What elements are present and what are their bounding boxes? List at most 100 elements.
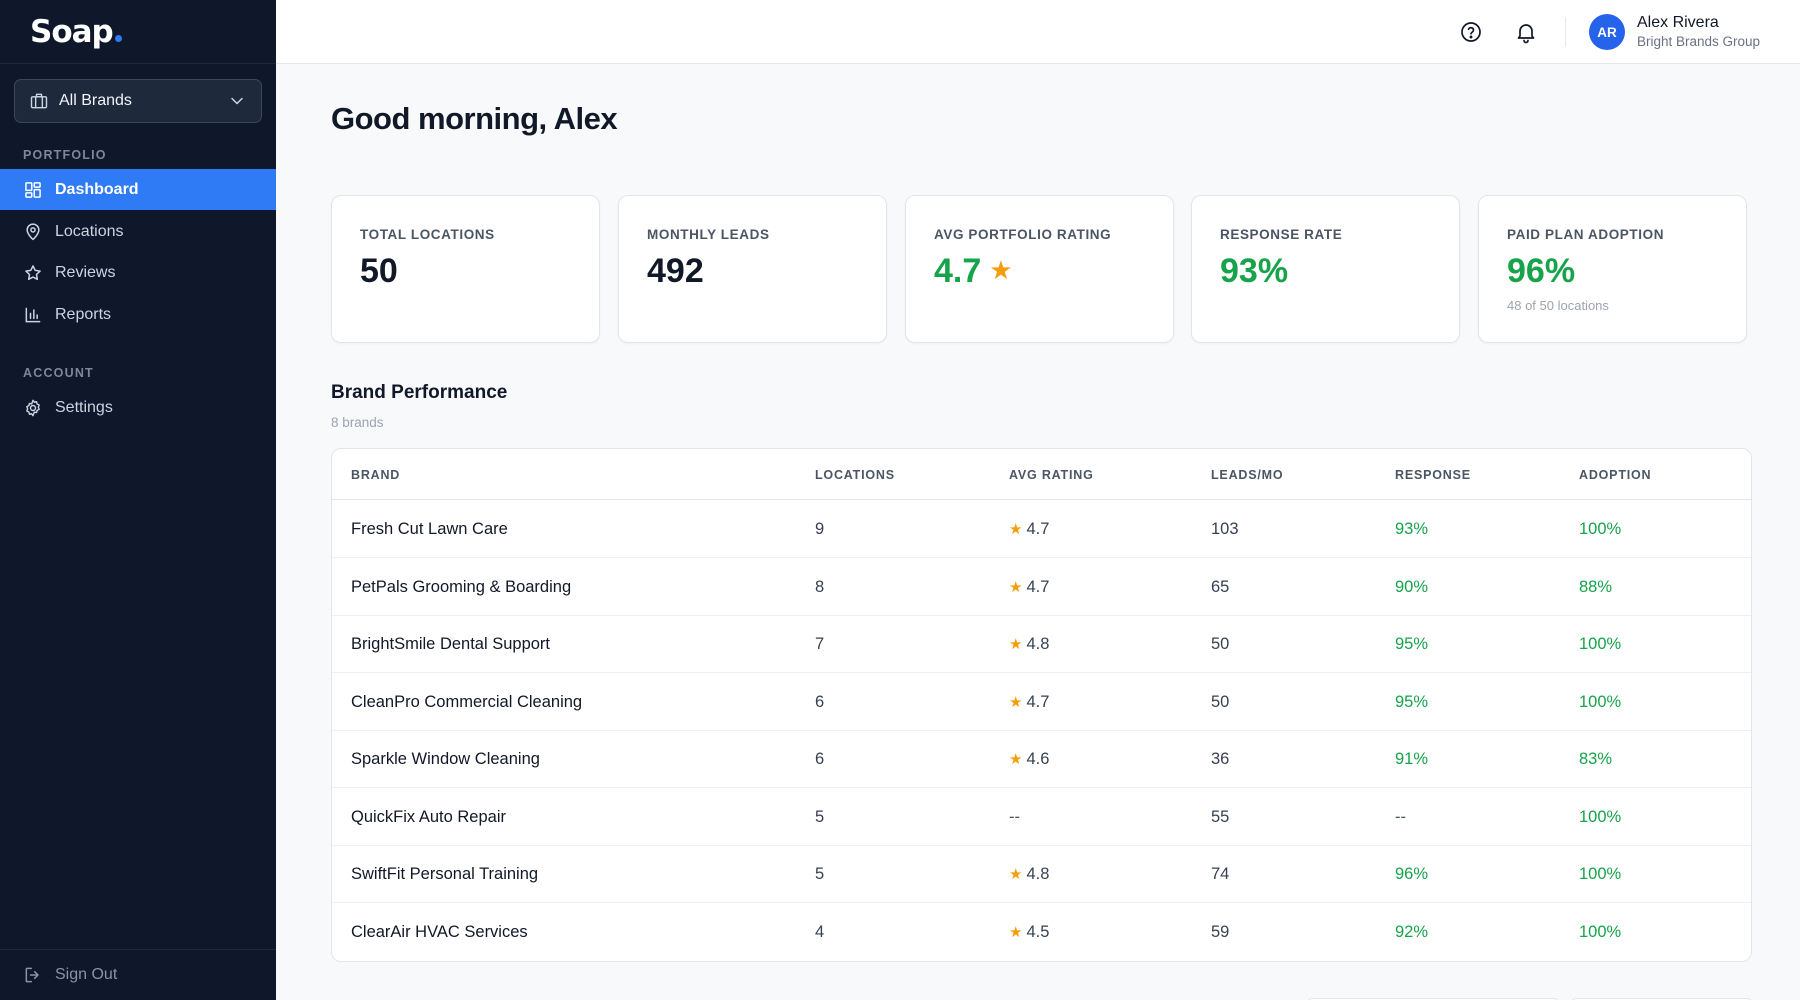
cell-leads: 50 [1211,692,1230,711]
sidebar-item-locations[interactable]: Locations [0,211,276,252]
table-row[interactable]: CleanPro Commercial Cleaning 6 ★ 4.7 50 95% 10… [332,673,1751,731]
cell-adoption: 100% [1579,922,1622,941]
star-icon: ★ [1009,578,1023,596]
star-icon: ★ [1009,636,1023,653]
rating-value: 4.6 [1026,750,1050,768]
top-header: AR Alex Rivera Bright Brands Group [276,0,1800,64]
cell-brand: Fresh Cut Lawn Care [351,520,508,538]
cell-locations: 7 [815,635,825,653]
brand-count: 8 brands [331,415,384,430]
stat-label: MONTHLY LEADS [647,227,770,242]
cell-brand: PetPals Grooming & Boarding [351,577,572,596]
stat-label: AVG PORTFOLIO RATING [934,227,1112,242]
rating-value: 4.7 [1026,577,1050,596]
cell-locations: 9 [815,520,825,538]
cell-response: 91% [1395,750,1429,768]
bar-chart-icon [25,307,41,322]
sidebar-item-label: Dashboard [55,180,139,198]
column-header-adoption[interactable]: ADOPTION [1579,468,1652,482]
table-row[interactable]: ClearAir HVAC Services 4 ★ 4.5 59 92% 100% [332,903,1751,961]
header-divider [1565,17,1566,47]
user-name: Alex Rivera [1637,14,1719,31]
logo[interactable]: Soap [30,14,122,50]
cell-brand: CleanPro Commercial Cleaning [351,692,583,711]
column-header-locations[interactable]: LOCATIONS [815,468,895,482]
brand-performance-table: BRAND LOCATIONS AVG RATING LEADS/MO RESP… [331,448,1752,962]
brand-select[interactable]: All Brands [14,79,262,123]
stat-value: 492 [647,252,704,290]
cell-adoption: 100% [1579,807,1622,826]
cell-leads: 36 [1211,750,1230,768]
cell-avg-rating: ★ 4.6 [1009,750,1049,769]
rating-value: 4.8 [1026,865,1050,883]
table-row[interactable]: QuickFix Auto Repair 5 -- 55 -- 100% [332,788,1751,846]
logo-row: Soap [0,0,276,64]
cell-leads: 59 [1211,922,1230,941]
cell-response: 90% [1395,577,1429,596]
brand-select-value: All Brands [59,92,132,109]
star-icon: ★ [989,255,1013,285]
table-row[interactable]: PetPals Grooming & Boarding 8 ★ 4.7 65 90% 88% [332,558,1751,616]
section-label-portfolio: PORTFOLIO [23,148,107,162]
help-icon[interactable] [1459,20,1483,44]
stat-value: 96% [1507,252,1576,290]
cell-locations: 6 [815,750,825,768]
column-header-leads[interactable]: LEADS/MO [1211,468,1284,482]
star-icon: ★ [1009,693,1023,711]
sign-out-button[interactable]: Sign Out [0,949,276,1000]
star-icon: ★ [1009,521,1023,538]
cell-avg-rating: ★ 4.7 [1009,520,1049,539]
sign-out-icon [25,967,39,983]
sidebar-item-reports[interactable]: Reports [0,294,276,335]
cell-brand: ClearAir HVAC Services [351,922,528,941]
table-row[interactable]: Fresh Cut Lawn Care 9 ★ 4.7 103 93% 100% [332,500,1751,558]
cell-adoption: 100% [1579,865,1622,883]
stat-label: TOTAL LOCATIONS [360,227,495,242]
stat-value: 4.7 ★ [934,252,1013,291]
star-icon: ★ [1009,866,1023,883]
cell-response: 96% [1395,865,1429,883]
cell-leads: 74 [1211,865,1230,883]
stat-card-monthly-leads: MONTHLY LEADS 492 [618,195,887,343]
section-title: Brand Performance [331,382,508,403]
sidebar-item-dashboard[interactable]: Dashboard [0,169,276,210]
cell-locations: 5 [815,807,825,826]
cell-brand: SwiftFit Personal Training [351,865,539,883]
stat-card-total-locations: TOTAL LOCATIONS 50 [331,195,600,343]
cell-adoption: 100% [1579,692,1622,711]
rating-value: 4.8 [1026,635,1050,653]
bell-icon[interactable] [1514,20,1538,44]
cell-leads: 65 [1211,577,1230,596]
sidebar-item-label: Settings [55,398,113,416]
column-header-avg-rating[interactable]: AVG RATING [1009,468,1094,482]
sidebar-item-label: Reviews [55,263,116,281]
star-icon: ★ [1009,751,1023,768]
cell-locations: 8 [815,577,825,596]
table-header: BRAND LOCATIONS AVG RATING LEADS/MO RESP… [332,449,1751,500]
cell-leads: 55 [1211,807,1230,826]
chevron-down-icon [231,97,243,105]
table-row[interactable]: SwiftFit Personal Training 5 ★ 4.8 74 96% 100% [332,845,1751,903]
section-label-account: ACCOUNT [23,366,94,380]
cell-avg-rating: ★ 4.7 [1009,578,1049,597]
cell-brand: QuickFix Auto Repair [351,807,506,826]
table-row[interactable]: Sparkle Window Cleaning 6 ★ 4.6 36 91% 83% [332,730,1751,788]
stat-value: 50 [360,252,398,290]
rating-value: 4.7 [1026,692,1050,711]
sidebar: Soap All Brands PORTFOLIO Dashboard Loca… [0,0,276,1000]
page-title: Good morning, Alex [331,101,618,136]
cell-adoption: 83% [1579,750,1613,768]
map-pin-icon [26,222,40,240]
sidebar-item-reviews[interactable]: Reviews [0,252,276,293]
cell-response: -- [1395,807,1406,826]
cell-adoption: 100% [1579,520,1622,538]
cell-locations: 4 [815,922,825,941]
cell-response: 93% [1395,520,1429,538]
stat-label: RESPONSE RATE [1220,227,1343,242]
rating-value: 4.5 [1026,922,1050,941]
table-row[interactable]: BrightSmile Dental Support 7 ★ 4.8 50 95% 100% [332,615,1751,673]
column-header-brand[interactable]: BRAND [351,468,401,482]
avatar[interactable]: AR [1589,14,1625,50]
sidebar-item-settings[interactable]: Settings [0,387,276,428]
column-header-response[interactable]: RESPONSE [1395,468,1471,482]
